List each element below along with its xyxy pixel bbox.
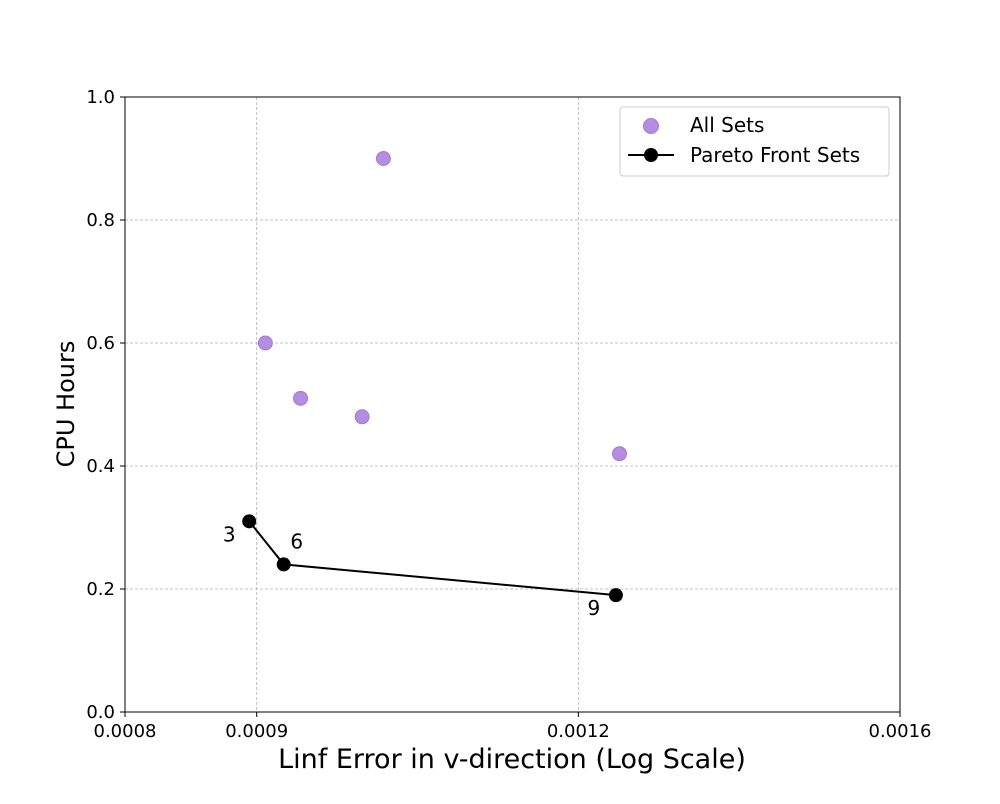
- y-tick-label: 0.8: [86, 210, 115, 231]
- all-sets-point: [354, 409, 370, 425]
- y-axis-title: CPU Hours: [52, 341, 80, 468]
- all-sets-point: [293, 390, 309, 406]
- y-tick-label: 0.2: [86, 579, 115, 600]
- pareto-point-label: 6: [290, 529, 303, 553]
- pareto-point-label: 3: [223, 522, 236, 546]
- legend-all-sets-marker: [643, 118, 659, 134]
- y-tick-label: 0.6: [86, 333, 115, 354]
- pareto-point: [608, 588, 623, 603]
- legend: All Sets Pareto Front Sets: [619, 106, 890, 177]
- pareto-point-label: 9: [588, 596, 601, 620]
- axis-ticks: 0.0008 0.0009 0.0012 0.0016 0.0 0.2 0.4 0.6 0.8 1…: [86, 87, 931, 742]
- x-tick-label: 0.0008: [94, 721, 157, 742]
- all-sets-point: [375, 151, 391, 166]
- legend-all-sets-label: All Sets: [690, 113, 764, 137]
- series-layer: 3 6 9: [223, 151, 628, 620]
- pareto-point: [276, 557, 291, 572]
- grid-lines: [125, 97, 900, 712]
- y-tick-label: 0.0: [86, 702, 115, 723]
- pareto-point: [242, 514, 257, 529]
- x-tick-label: 0.0009: [225, 721, 288, 742]
- legend-pareto-marker: [644, 148, 658, 162]
- y-tick-label: 0.4: [86, 456, 115, 477]
- x-tick-label: 0.0016: [869, 721, 932, 742]
- pareto-front-line: [248, 520, 617, 597]
- y-tick-label: 1.0: [86, 87, 115, 108]
- plot-area-frame: [124, 96, 901, 713]
- x-axis-title: Linf Error in v-direction (Log Scale): [278, 744, 746, 775]
- all-sets-point: [612, 446, 628, 462]
- x-tick-label: 0.0012: [547, 721, 610, 742]
- legend-pareto-label: Pareto Front Sets: [690, 143, 860, 167]
- all-sets-point: [257, 335, 273, 351]
- legend-frame: [619, 106, 890, 177]
